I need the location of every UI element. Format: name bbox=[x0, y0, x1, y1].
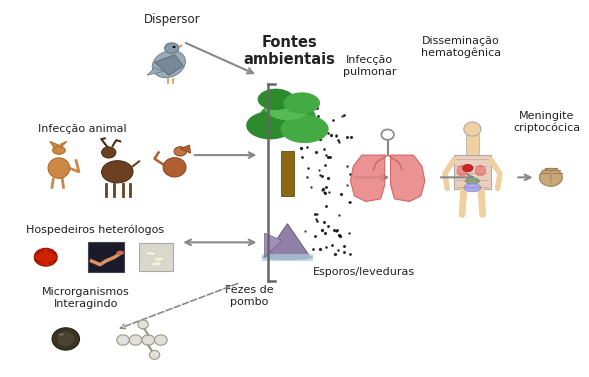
Ellipse shape bbox=[154, 335, 167, 345]
Ellipse shape bbox=[145, 251, 156, 256]
Text: Infecção
pulmonar: Infecção pulmonar bbox=[343, 55, 396, 77]
Bar bbox=[139, 244, 173, 271]
Text: Dispersor: Dispersor bbox=[143, 13, 200, 26]
Polygon shape bbox=[264, 224, 310, 257]
Ellipse shape bbox=[58, 333, 64, 336]
Text: Disseminação
hematogênica: Disseminação hematogênica bbox=[421, 36, 501, 58]
Text: Esporos/leveduras: Esporos/leveduras bbox=[313, 267, 415, 277]
Ellipse shape bbox=[465, 178, 479, 184]
Ellipse shape bbox=[138, 320, 148, 329]
Ellipse shape bbox=[475, 166, 485, 176]
Ellipse shape bbox=[117, 335, 130, 345]
Ellipse shape bbox=[150, 351, 160, 359]
Ellipse shape bbox=[164, 43, 179, 53]
Polygon shape bbox=[391, 155, 425, 201]
Ellipse shape bbox=[52, 328, 80, 350]
Ellipse shape bbox=[151, 262, 162, 267]
Ellipse shape bbox=[174, 147, 187, 156]
Ellipse shape bbox=[257, 89, 294, 110]
Ellipse shape bbox=[550, 170, 552, 185]
Ellipse shape bbox=[283, 92, 320, 114]
Bar bbox=[88, 242, 124, 272]
Text: Hospedeiros heterólogos: Hospedeiros heterólogos bbox=[26, 224, 164, 234]
Text: Fezes de
pombo: Fezes de pombo bbox=[225, 285, 273, 307]
Ellipse shape bbox=[464, 122, 481, 136]
Ellipse shape bbox=[142, 335, 154, 345]
Text: Microrganismos
Interagindo: Microrganismos Interagindo bbox=[42, 287, 130, 309]
Ellipse shape bbox=[457, 166, 467, 176]
Ellipse shape bbox=[463, 164, 473, 172]
Ellipse shape bbox=[173, 46, 175, 48]
Ellipse shape bbox=[262, 254, 313, 260]
Polygon shape bbox=[49, 141, 59, 148]
Polygon shape bbox=[60, 141, 67, 147]
Bar bbox=[262, 254, 313, 261]
Text: Infecção animal: Infecção animal bbox=[38, 124, 127, 134]
Ellipse shape bbox=[52, 146, 65, 154]
Ellipse shape bbox=[540, 169, 562, 186]
Ellipse shape bbox=[259, 101, 316, 135]
Ellipse shape bbox=[130, 335, 142, 345]
Polygon shape bbox=[147, 68, 163, 75]
Ellipse shape bbox=[163, 158, 186, 177]
Ellipse shape bbox=[34, 248, 57, 266]
Polygon shape bbox=[264, 233, 282, 257]
Text: Fontes
ambientais: Fontes ambientais bbox=[243, 35, 335, 67]
Ellipse shape bbox=[464, 184, 481, 192]
Polygon shape bbox=[180, 145, 191, 153]
Ellipse shape bbox=[153, 257, 165, 261]
Bar bbox=[454, 155, 491, 188]
Ellipse shape bbox=[48, 158, 70, 178]
Ellipse shape bbox=[264, 93, 310, 120]
Ellipse shape bbox=[153, 51, 186, 78]
Polygon shape bbox=[350, 155, 385, 201]
Ellipse shape bbox=[101, 147, 116, 158]
Ellipse shape bbox=[246, 111, 294, 139]
Ellipse shape bbox=[117, 251, 124, 254]
Polygon shape bbox=[154, 55, 183, 75]
Text: Meningite
criptocócica: Meningite criptocócica bbox=[513, 110, 580, 133]
Ellipse shape bbox=[280, 115, 329, 143]
Bar bbox=[465, 134, 479, 157]
Ellipse shape bbox=[101, 161, 133, 183]
Ellipse shape bbox=[57, 331, 74, 346]
Bar bbox=[280, 151, 294, 196]
